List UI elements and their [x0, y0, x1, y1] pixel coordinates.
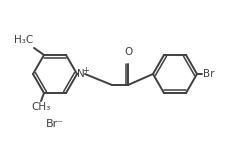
Text: CH₃: CH₃: [31, 102, 50, 112]
Text: Br⁻: Br⁻: [46, 119, 64, 129]
Text: O: O: [124, 47, 133, 57]
Text: N: N: [77, 69, 85, 79]
Text: Br: Br: [202, 69, 214, 79]
Text: +: +: [82, 66, 89, 75]
Text: H₃C: H₃C: [14, 35, 33, 45]
